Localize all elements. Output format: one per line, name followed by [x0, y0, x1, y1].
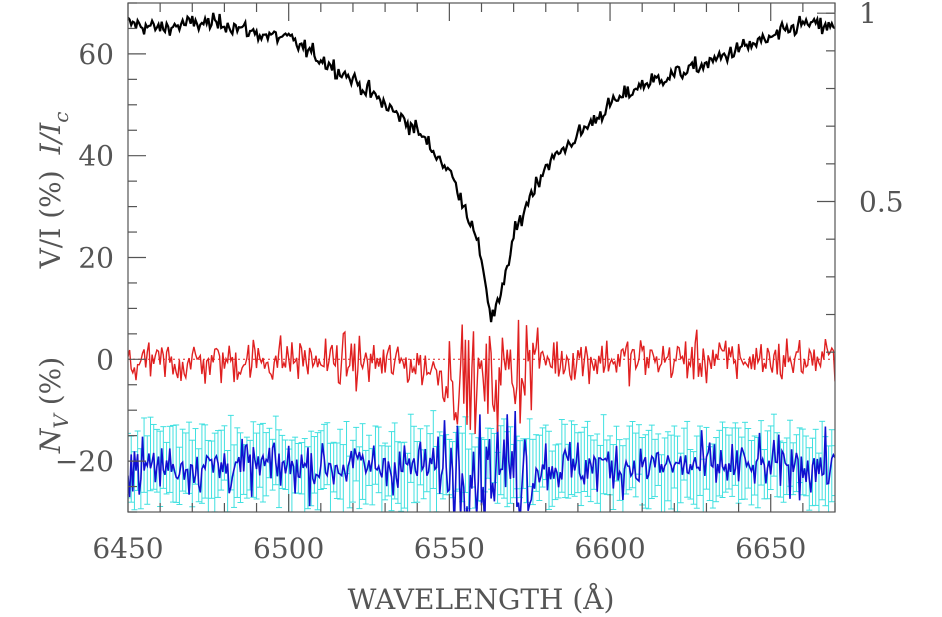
svg-text:V/I (%)I/Ic: V/I (%)I/Ic — [34, 112, 73, 270]
axis-tick-labels: 6450 6500 6550 6600 6650 −20 0 20 40 60 0.5 1 — [55, 0, 904, 565]
y2-tick-label: 0.5 — [859, 186, 904, 219]
x-axis-title: WAVELENGTH (Å) — [348, 583, 615, 616]
y-axis-title-upper: V/I (%)I/Ic — [34, 112, 73, 270]
y-tick-label: 60 — [78, 38, 114, 71]
y-tick-label: 20 — [78, 242, 114, 275]
axis-ticks — [127, 2, 836, 513]
stokes-v-line — [128, 319, 835, 435]
y-tick-label: 40 — [78, 140, 114, 173]
y2-tick-label: 1 — [859, 0, 877, 30]
x-tick-label: 6650 — [735, 532, 806, 565]
x-tick-label: 6450 — [92, 532, 163, 565]
svg-text:NV (%): NV (%) — [34, 357, 73, 454]
x-tick-label: 6600 — [574, 532, 645, 565]
stokes-i-line — [128, 12, 835, 323]
y-axis-title-lower: NV (%) — [34, 357, 73, 454]
y-tick-label: 0 — [96, 343, 114, 376]
x-tick-label: 6500 — [253, 532, 324, 565]
y-tick-label: −20 — [55, 445, 114, 478]
x-tick-label: 6550 — [414, 532, 485, 565]
